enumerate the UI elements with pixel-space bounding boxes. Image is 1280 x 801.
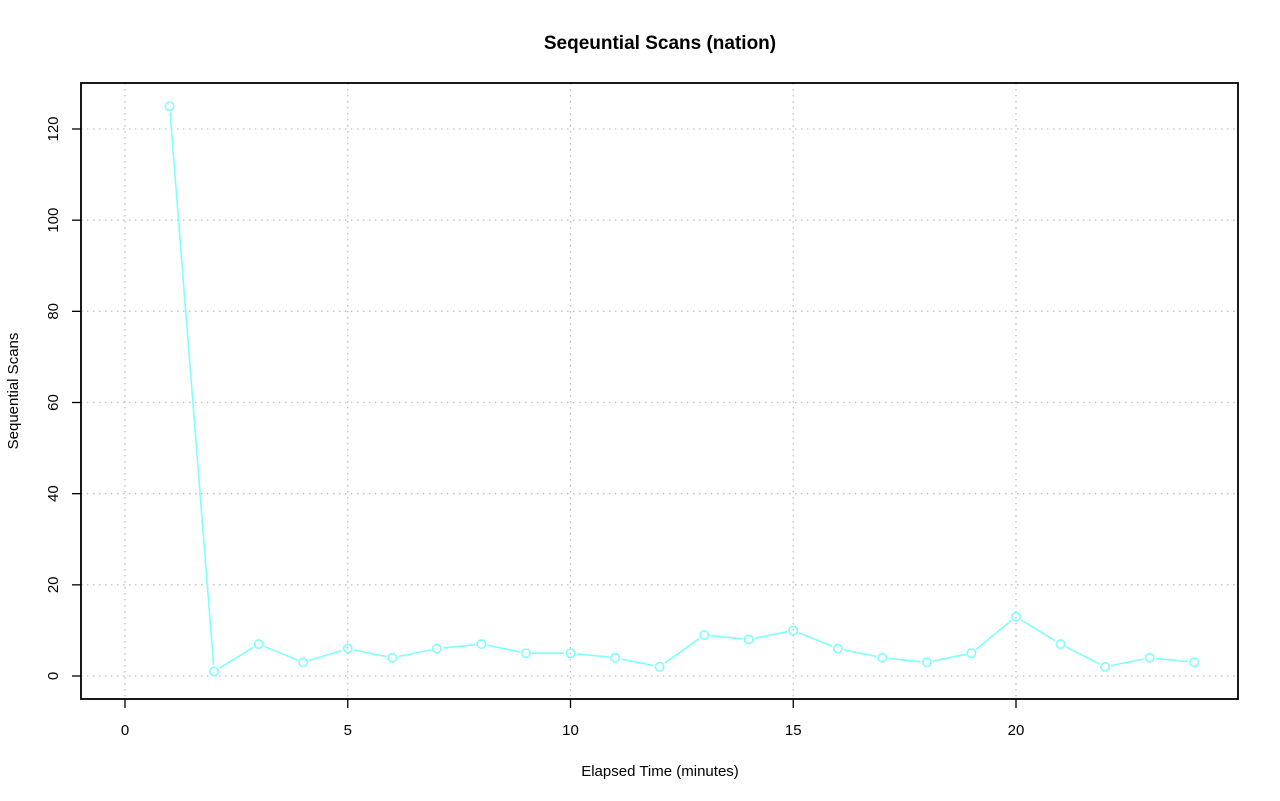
data-point xyxy=(921,657,932,668)
chart-title: Seqeuntial Scans (nation) xyxy=(544,33,776,54)
data-point xyxy=(610,652,621,663)
plot-frame xyxy=(80,82,1239,700)
series-line-segment xyxy=(843,649,877,658)
data-point xyxy=(699,629,710,640)
x-tick-label: 5 xyxy=(344,722,352,739)
y-tick-label: 20 xyxy=(45,576,62,593)
series-line-segment xyxy=(264,645,298,661)
series-line-segment xyxy=(308,649,343,662)
data-point xyxy=(832,643,843,654)
data-point xyxy=(1189,657,1200,668)
data-point xyxy=(1144,652,1155,663)
x-tick-label: 10 xyxy=(562,722,579,739)
series-line-segment xyxy=(487,644,521,653)
series-line-segment xyxy=(975,620,1012,650)
data-point xyxy=(431,643,442,654)
x-axis-label: Elapsed Time (minutes) xyxy=(581,763,739,780)
data-point xyxy=(966,648,977,659)
data-point xyxy=(1055,639,1066,650)
y-tick-label: 0 xyxy=(45,672,62,680)
y-tick-label: 80 xyxy=(45,303,62,320)
data-point xyxy=(654,661,665,672)
data-point xyxy=(1100,661,1111,672)
series-line-segment xyxy=(576,653,609,658)
series-line-segment xyxy=(664,637,700,664)
y-axis: 0 20 40 60 80 100 120 xyxy=(45,116,81,680)
series-line-segment xyxy=(754,630,788,640)
data-point xyxy=(298,657,309,668)
series-line-segment xyxy=(398,649,431,658)
x-tick-label: 0 xyxy=(121,722,129,739)
y-tick-label: 40 xyxy=(45,485,62,502)
data-point xyxy=(788,625,799,636)
data-point xyxy=(565,648,576,659)
y-axis-label: Sequential Scans xyxy=(5,333,22,450)
data-series xyxy=(164,101,1200,677)
series-line-segment xyxy=(888,657,921,663)
x-axis: 0 5 10 15 20 xyxy=(121,699,1025,739)
series-line-segment xyxy=(169,112,215,666)
series-line-segment xyxy=(710,634,743,640)
series-line-segment xyxy=(218,646,254,669)
series-line-segment xyxy=(932,653,966,662)
series-line-segment xyxy=(1111,658,1144,667)
series-line-segment xyxy=(442,643,476,649)
data-point xyxy=(342,643,353,654)
data-point xyxy=(520,648,531,659)
grid-lines xyxy=(81,83,1238,699)
series-line-segment xyxy=(620,658,654,667)
series-line-segment xyxy=(1065,646,1100,665)
data-point xyxy=(387,652,398,663)
data-point xyxy=(1010,611,1021,622)
data-point xyxy=(877,652,888,663)
series-line-segment xyxy=(1155,657,1189,663)
data-point xyxy=(476,639,487,650)
data-point xyxy=(253,639,264,650)
y-tick-label: 60 xyxy=(45,394,62,411)
x-tick-label: 20 xyxy=(1008,722,1025,739)
y-tick-label: 120 xyxy=(45,116,62,141)
y-tick-label: 100 xyxy=(45,208,62,233)
data-point xyxy=(209,666,220,677)
x-tick-label: 15 xyxy=(785,722,802,739)
data-point xyxy=(743,634,754,645)
series-line-segment xyxy=(1020,619,1056,642)
series-line-segment xyxy=(353,649,387,658)
data-point xyxy=(164,101,175,112)
series-line-segment xyxy=(798,632,833,648)
